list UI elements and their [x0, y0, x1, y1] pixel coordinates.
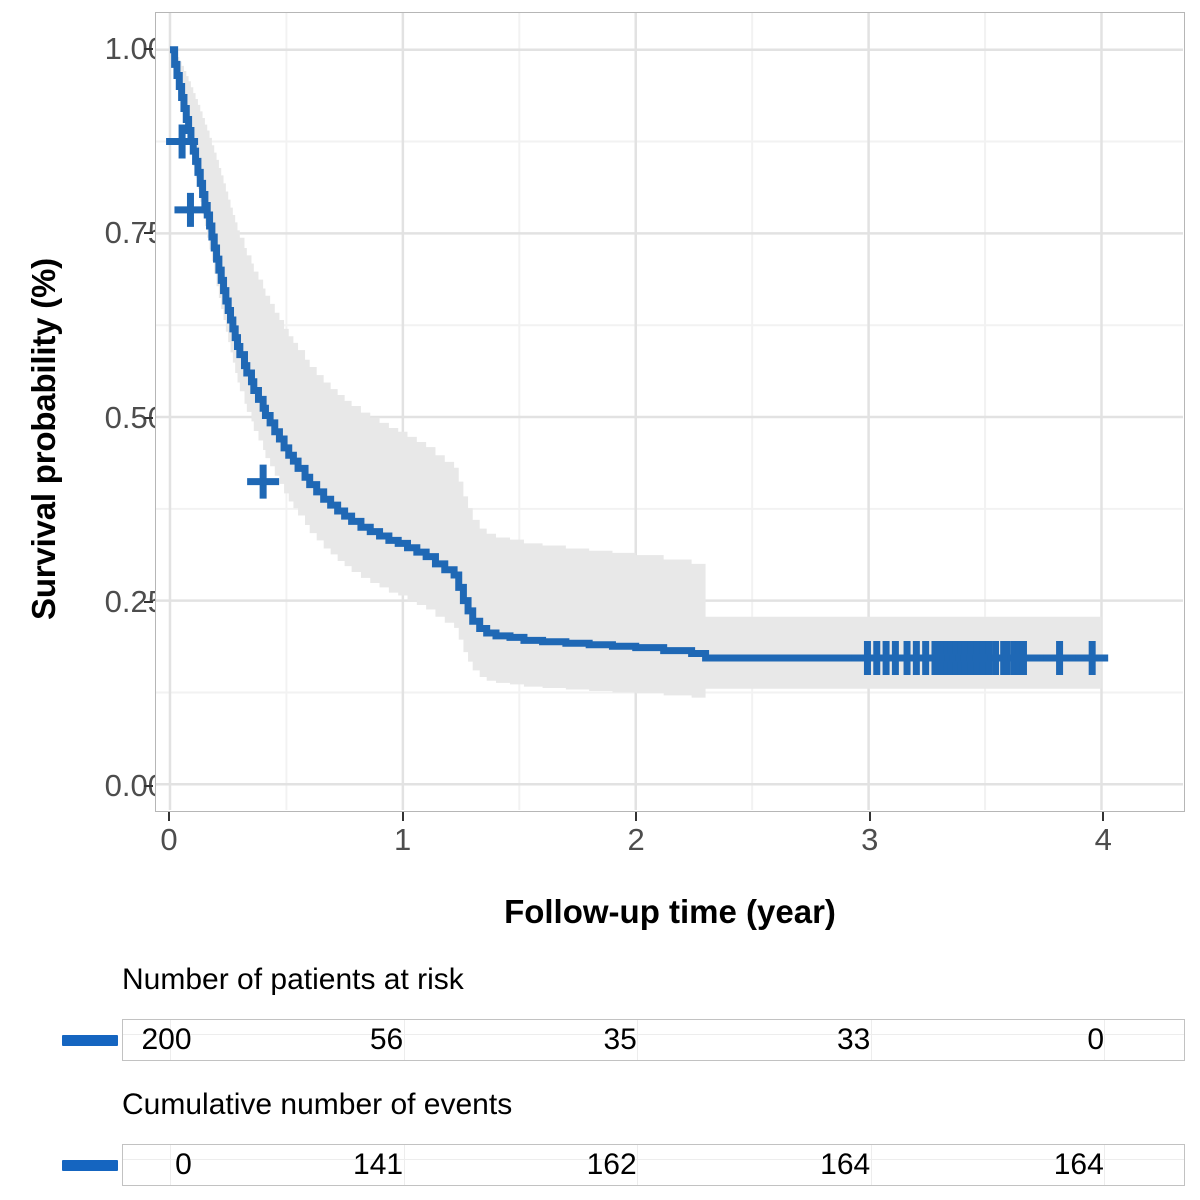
risk-table-vline	[637, 1020, 639, 1060]
y-tick-label: 0.00	[104, 768, 165, 804]
y-tick-mark	[144, 47, 153, 50]
risk-table-cell: 0	[1087, 1023, 1105, 1056]
risk-table-cell: 164	[820, 1148, 871, 1181]
y-tick-mark	[144, 785, 153, 788]
y-tick-mark	[144, 416, 153, 419]
risk-table-cell: 56	[369, 1023, 404, 1056]
risk-table-hline	[123, 1159, 1184, 1160]
x-tick-mark	[401, 812, 404, 821]
survival-curve	[169, 46, 1102, 662]
risk-table-cell: 33	[837, 1023, 871, 1056]
risk-table-vline	[170, 1020, 171, 1060]
x-tick-label: 0	[160, 822, 178, 857]
risk-table: 200 56 35 33 0	[122, 1019, 1185, 1061]
y-tick-label: 0.25	[104, 583, 165, 619]
risk-table-title: Cumulative number of events	[122, 1088, 513, 1121]
risk-table-cell: 162	[586, 1148, 637, 1181]
risk-table-vline	[870, 1145, 872, 1185]
risk-table-cell: 200	[141, 1023, 192, 1056]
x-tick-mark	[868, 812, 871, 821]
x-tick-mark	[168, 812, 170, 821]
risk-table-cell: 164	[1053, 1148, 1104, 1181]
y-tick-mark	[144, 600, 153, 603]
x-tick-label: 3	[861, 822, 879, 857]
y-tick-label: 0.50	[104, 399, 165, 435]
risk-table-vline	[1104, 1020, 1106, 1060]
risk-table-vline	[170, 1145, 171, 1185]
risk-table-cell: 0	[175, 1148, 192, 1181]
risk-table-legend-key	[62, 1160, 118, 1171]
plot-panel	[155, 12, 1185, 812]
plot-region: Survival probability (%) 0.00 0.25 0.50 0.7…	[25, 12, 1185, 930]
x-tick-label: 1	[393, 822, 412, 857]
x-tick-label: 4	[1094, 822, 1112, 857]
risk-table-vline	[403, 1020, 405, 1060]
risk-table-hline	[123, 1034, 1184, 1035]
risk-table-vline	[403, 1145, 405, 1185]
risk-table-vline	[1104, 1145, 1106, 1185]
survival-curve-svg	[156, 13, 1183, 810]
confidence-band	[169, 49, 1102, 698]
y-tick-label: 0.75	[104, 215, 165, 251]
risk-table-vline	[637, 1145, 639, 1185]
x-tick-mark	[1102, 812, 1105, 821]
y-tick-label: 1.00	[104, 30, 165, 66]
x-tick-label: 2	[627, 822, 645, 857]
x-axis-title: Follow-up time (year)	[504, 893, 836, 930]
y-tick-mark	[144, 232, 153, 235]
risk-table-title: Number of patients at risk	[122, 963, 464, 996]
x-tick-mark	[635, 812, 638, 821]
censoring-marks	[166, 124, 1109, 675]
risk-table: 0 141 162 164 164	[122, 1144, 1185, 1186]
risk-table-legend-key	[62, 1035, 118, 1046]
risk-table-cell: 35	[603, 1023, 637, 1056]
risk-table-cell: 141	[353, 1148, 404, 1181]
risk-table-vline	[870, 1020, 872, 1060]
